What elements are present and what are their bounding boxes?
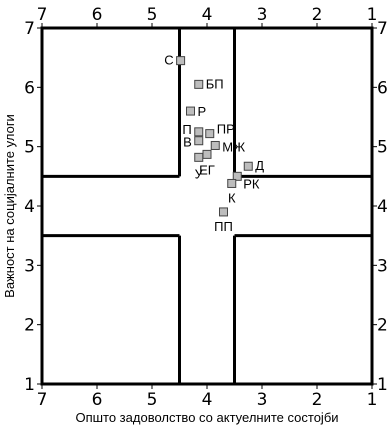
data-point-label: ЕГ — [199, 162, 215, 177]
x-tick-label-bottom: 6 — [92, 390, 103, 410]
y-tick-label-left: 1 — [24, 375, 35, 395]
data-point-marker — [205, 129, 215, 139]
data-point-label: ПП — [214, 219, 233, 234]
x-tick-label-bottom: 1 — [367, 390, 378, 410]
data-point-label: МЖ — [222, 139, 245, 154]
y-tick-label-right: 2 — [377, 316, 388, 336]
data-point-label: Д — [255, 158, 264, 173]
x-tick-label-bottom: 4 — [202, 390, 213, 410]
y-tick-label-left: 3 — [24, 256, 35, 276]
data-point-marker — [232, 171, 242, 181]
y-tick-label-right: 6 — [377, 78, 388, 98]
data-point-label: К — [228, 190, 236, 205]
x-tick-label-top: 5 — [147, 5, 158, 25]
x-tick-label-bottom: 2 — [312, 390, 323, 410]
y-tick-label-right: 7 — [377, 19, 388, 39]
data-point-marker — [210, 140, 220, 150]
x-tick-label-top: 1 — [367, 5, 378, 25]
y-tick-label-right: 5 — [377, 138, 388, 158]
data-point-marker — [194, 127, 204, 137]
data-point-marker — [176, 56, 186, 66]
data-point-label: РК — [243, 176, 260, 191]
y-tick-label-left: 6 — [24, 78, 35, 98]
data-point-marker — [243, 161, 253, 171]
x-tick-label-top: 2 — [312, 5, 323, 25]
x-tick-label-bottom: 3 — [257, 390, 268, 410]
data-point-label: У — [195, 166, 204, 181]
data-points: С БП РП ПР В МЖ ЕГУ Д РК К ПП — [164, 53, 264, 234]
y-tick-label-right: 4 — [377, 197, 388, 217]
x-tick-label-top: 3 — [257, 5, 268, 25]
y-tick-label-right: 1 — [377, 375, 388, 395]
y-tick-label-left: 2 — [24, 316, 35, 336]
y-tick-label-left: 5 — [24, 138, 35, 158]
data-point-marker — [202, 149, 212, 159]
data-point-marker — [194, 152, 204, 162]
x-tick-label-top: 6 — [92, 5, 103, 25]
data-point-marker — [186, 106, 195, 116]
data-point-label: С — [164, 53, 173, 68]
data-point-marker — [219, 207, 228, 217]
x-tick-label-top: 4 — [202, 5, 213, 25]
data-point-marker — [194, 136, 204, 146]
y-tick-label-left: 7 — [24, 19, 35, 39]
y-axis-label: Важност на социјалните улоги — [2, 114, 17, 298]
x-tick-label-top: 7 — [37, 5, 48, 25]
data-point-label: П — [182, 122, 191, 137]
quadrant-divider-lines — [42, 28, 372, 384]
data-point-marker — [227, 178, 237, 188]
x-axis-label: Општо задоволство со актуелните состојби — [75, 410, 338, 425]
data-point-marker — [194, 79, 204, 89]
data-point-label: БП — [206, 76, 224, 91]
data-point-label: В — [183, 135, 192, 150]
y-tick-label-left: 4 — [24, 197, 35, 217]
x-tick-label-bottom: 5 — [147, 390, 158, 410]
data-point-label: Р — [198, 104, 207, 119]
y-tick-label-right: 3 — [377, 256, 388, 276]
x-tick-label-bottom: 7 — [37, 390, 48, 410]
data-point-label: ПР — [217, 122, 235, 137]
